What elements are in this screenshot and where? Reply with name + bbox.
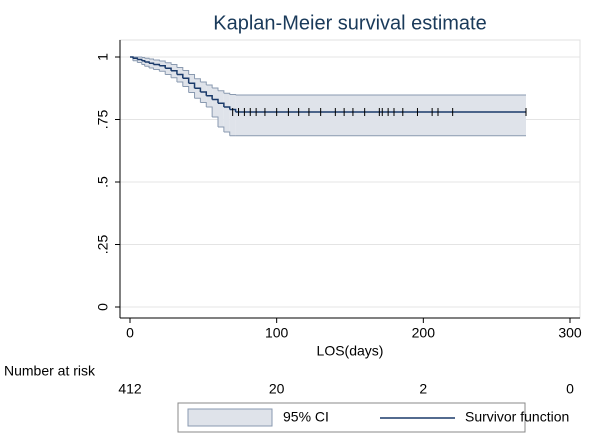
- survival-step: [206, 95, 213, 100]
- x-axis-label: LOS(days): [317, 343, 384, 359]
- x-tick-label: 100: [265, 325, 289, 341]
- ci-upper: [229, 94, 237, 95]
- survival-step: [194, 87, 202, 92]
- ci-lower: [153, 69, 160, 72]
- chart-title: Kaplan-Meier survival estimate: [213, 12, 486, 34]
- risk-value: 412: [118, 381, 142, 397]
- risk-value: 2: [419, 381, 427, 397]
- ci-lower: [159, 70, 166, 75]
- ci-lower: [218, 126, 225, 132]
- ci-upper: [200, 81, 207, 85]
- survival-step: [223, 106, 231, 110]
- ci-upper: [153, 59, 160, 61]
- survival-step: [212, 98, 219, 104]
- survival-step: [182, 77, 190, 84]
- ci-lower: [132, 60, 138, 63]
- y-tick-label: .5: [95, 176, 111, 188]
- ci-lower: [176, 81, 184, 87]
- ci-upper: [206, 84, 213, 88]
- ci-band: [235, 95, 526, 136]
- survival-step: [130, 56, 134, 59]
- legend-label: Survivor function: [465, 409, 569, 425]
- ci-upper: [194, 78, 201, 82]
- ci-upper: [212, 87, 219, 91]
- risk-label: Number at risk: [4, 363, 96, 379]
- ci-upper: [171, 64, 178, 68]
- ci-upper: [137, 56, 143, 58]
- ci-upper: [165, 62, 172, 65]
- survival-step: [132, 57, 139, 60]
- survival-step: [171, 70, 178, 75]
- ci-band: [223, 93, 230, 132]
- survival-step: [200, 91, 208, 96]
- survival-step: [159, 65, 166, 69]
- risk-value: 20: [269, 381, 285, 397]
- x-tick-label: 300: [558, 325, 582, 341]
- ci-upper: [223, 92, 231, 95]
- ci-lower: [194, 97, 201, 103]
- ci-lower: [165, 74, 172, 78]
- survival-step: [165, 67, 172, 71]
- ci-upper: [176, 67, 184, 71]
- survival-step: [153, 63, 161, 66]
- survival-step: [176, 73, 184, 79]
- ci-lower: [182, 86, 190, 93]
- survival-step: [229, 108, 237, 112]
- ci-lower: [137, 62, 143, 65]
- ci-lower: [171, 77, 178, 82]
- ci-lower: [200, 102, 207, 107]
- y-tick-label: 1: [95, 53, 111, 61]
- ci-lower: [144, 65, 150, 68]
- survival-step: [218, 102, 225, 107]
- y-tick-label: .25: [95, 235, 111, 255]
- legend-swatch: [187, 408, 273, 427]
- ci-lower: [141, 64, 146, 67]
- ci-upper: [218, 90, 225, 94]
- ci-lower: [206, 106, 213, 117]
- ci-upper: [182, 70, 190, 75]
- ci-upper: [188, 74, 196, 79]
- x-tick-label: 0: [126, 325, 134, 341]
- ci-upper: [159, 60, 166, 63]
- ci-band: [218, 90, 224, 127]
- y-tick-label: .75: [95, 110, 111, 130]
- risk-value: 0: [566, 381, 574, 397]
- survival-step: [188, 82, 196, 89]
- y-tick-label: 0: [95, 303, 111, 311]
- ci-lower: [212, 116, 219, 127]
- x-tick-label: 200: [412, 325, 436, 341]
- ci-band: [212, 88, 218, 117]
- legend-label: 95% CI: [283, 409, 329, 425]
- ci-lower: [188, 92, 196, 99]
- survival-step: [137, 58, 143, 61]
- ci-lower: [223, 131, 231, 136]
